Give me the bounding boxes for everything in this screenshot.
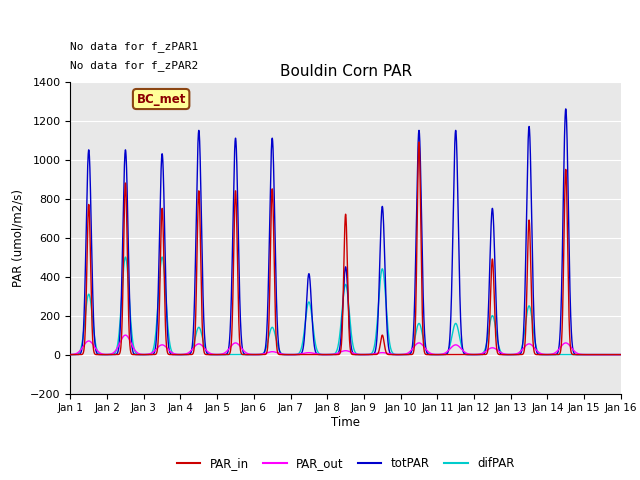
Y-axis label: PAR (umol/m2/s): PAR (umol/m2/s) (12, 189, 24, 287)
Text: No data for f_zPAR1: No data for f_zPAR1 (70, 41, 198, 52)
X-axis label: Time: Time (331, 416, 360, 429)
Legend: PAR_in, PAR_out, totPAR, difPAR: PAR_in, PAR_out, totPAR, difPAR (172, 453, 519, 475)
Text: BC_met: BC_met (136, 93, 186, 106)
Text: No data for f_zPAR2: No data for f_zPAR2 (70, 60, 198, 71)
Title: Bouldin Corn PAR: Bouldin Corn PAR (280, 64, 412, 79)
